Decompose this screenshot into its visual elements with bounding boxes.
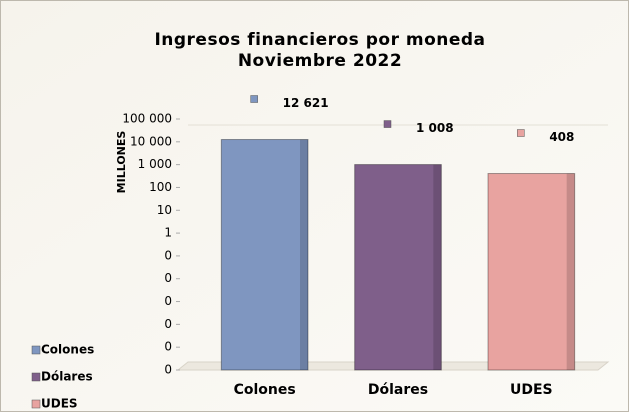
y-tick-label: 1 000: [138, 157, 172, 171]
legend-swatch: [31, 372, 41, 382]
legend-label: Dólares: [41, 370, 93, 384]
bar: [220, 139, 309, 371]
y-tick-label: 0: [164, 340, 172, 354]
x-tick-label: Colones: [234, 382, 296, 398]
value-label: 408: [549, 130, 574, 144]
legend-swatch: [31, 345, 41, 355]
bar-shade: [300, 139, 308, 370]
chart-subtitle: Noviembre 2022: [238, 51, 402, 71]
y-tick-label: 0: [164, 248, 172, 262]
y-tick-label: 0: [164, 294, 172, 308]
x-tick-label: UDES: [510, 382, 553, 398]
y-tick-label: 100: [149, 180, 172, 194]
bar-shade: [433, 164, 442, 370]
value-marker: [517, 129, 525, 137]
chart-title: Ingresos financieros por moneda: [154, 30, 485, 50]
legend-label: Colones: [41, 343, 94, 357]
legend-label: UDES: [41, 397, 78, 411]
bar-shade: [566, 173, 575, 370]
y-tick-label: 10 000: [130, 134, 172, 148]
legend-swatch: [31, 399, 41, 409]
value-marker: [250, 95, 258, 103]
y-tick-label: 100 000: [122, 112, 172, 126]
value-marker: [383, 120, 392, 128]
y-tick-label: 0: [164, 317, 172, 331]
y-tick-label: 0: [164, 363, 172, 377]
y-tick-label: 10: [157, 203, 172, 217]
bar: [487, 173, 576, 371]
y-tick-label: 1: [164, 226, 172, 240]
x-tick-label: Dólares: [368, 382, 428, 398]
y-tick-label: 0: [164, 271, 172, 285]
value-label: 1 008: [416, 121, 454, 135]
bar: [354, 164, 442, 371]
value-label: 12 621: [283, 96, 329, 110]
y-axis-label: MILLONES: [115, 131, 128, 194]
